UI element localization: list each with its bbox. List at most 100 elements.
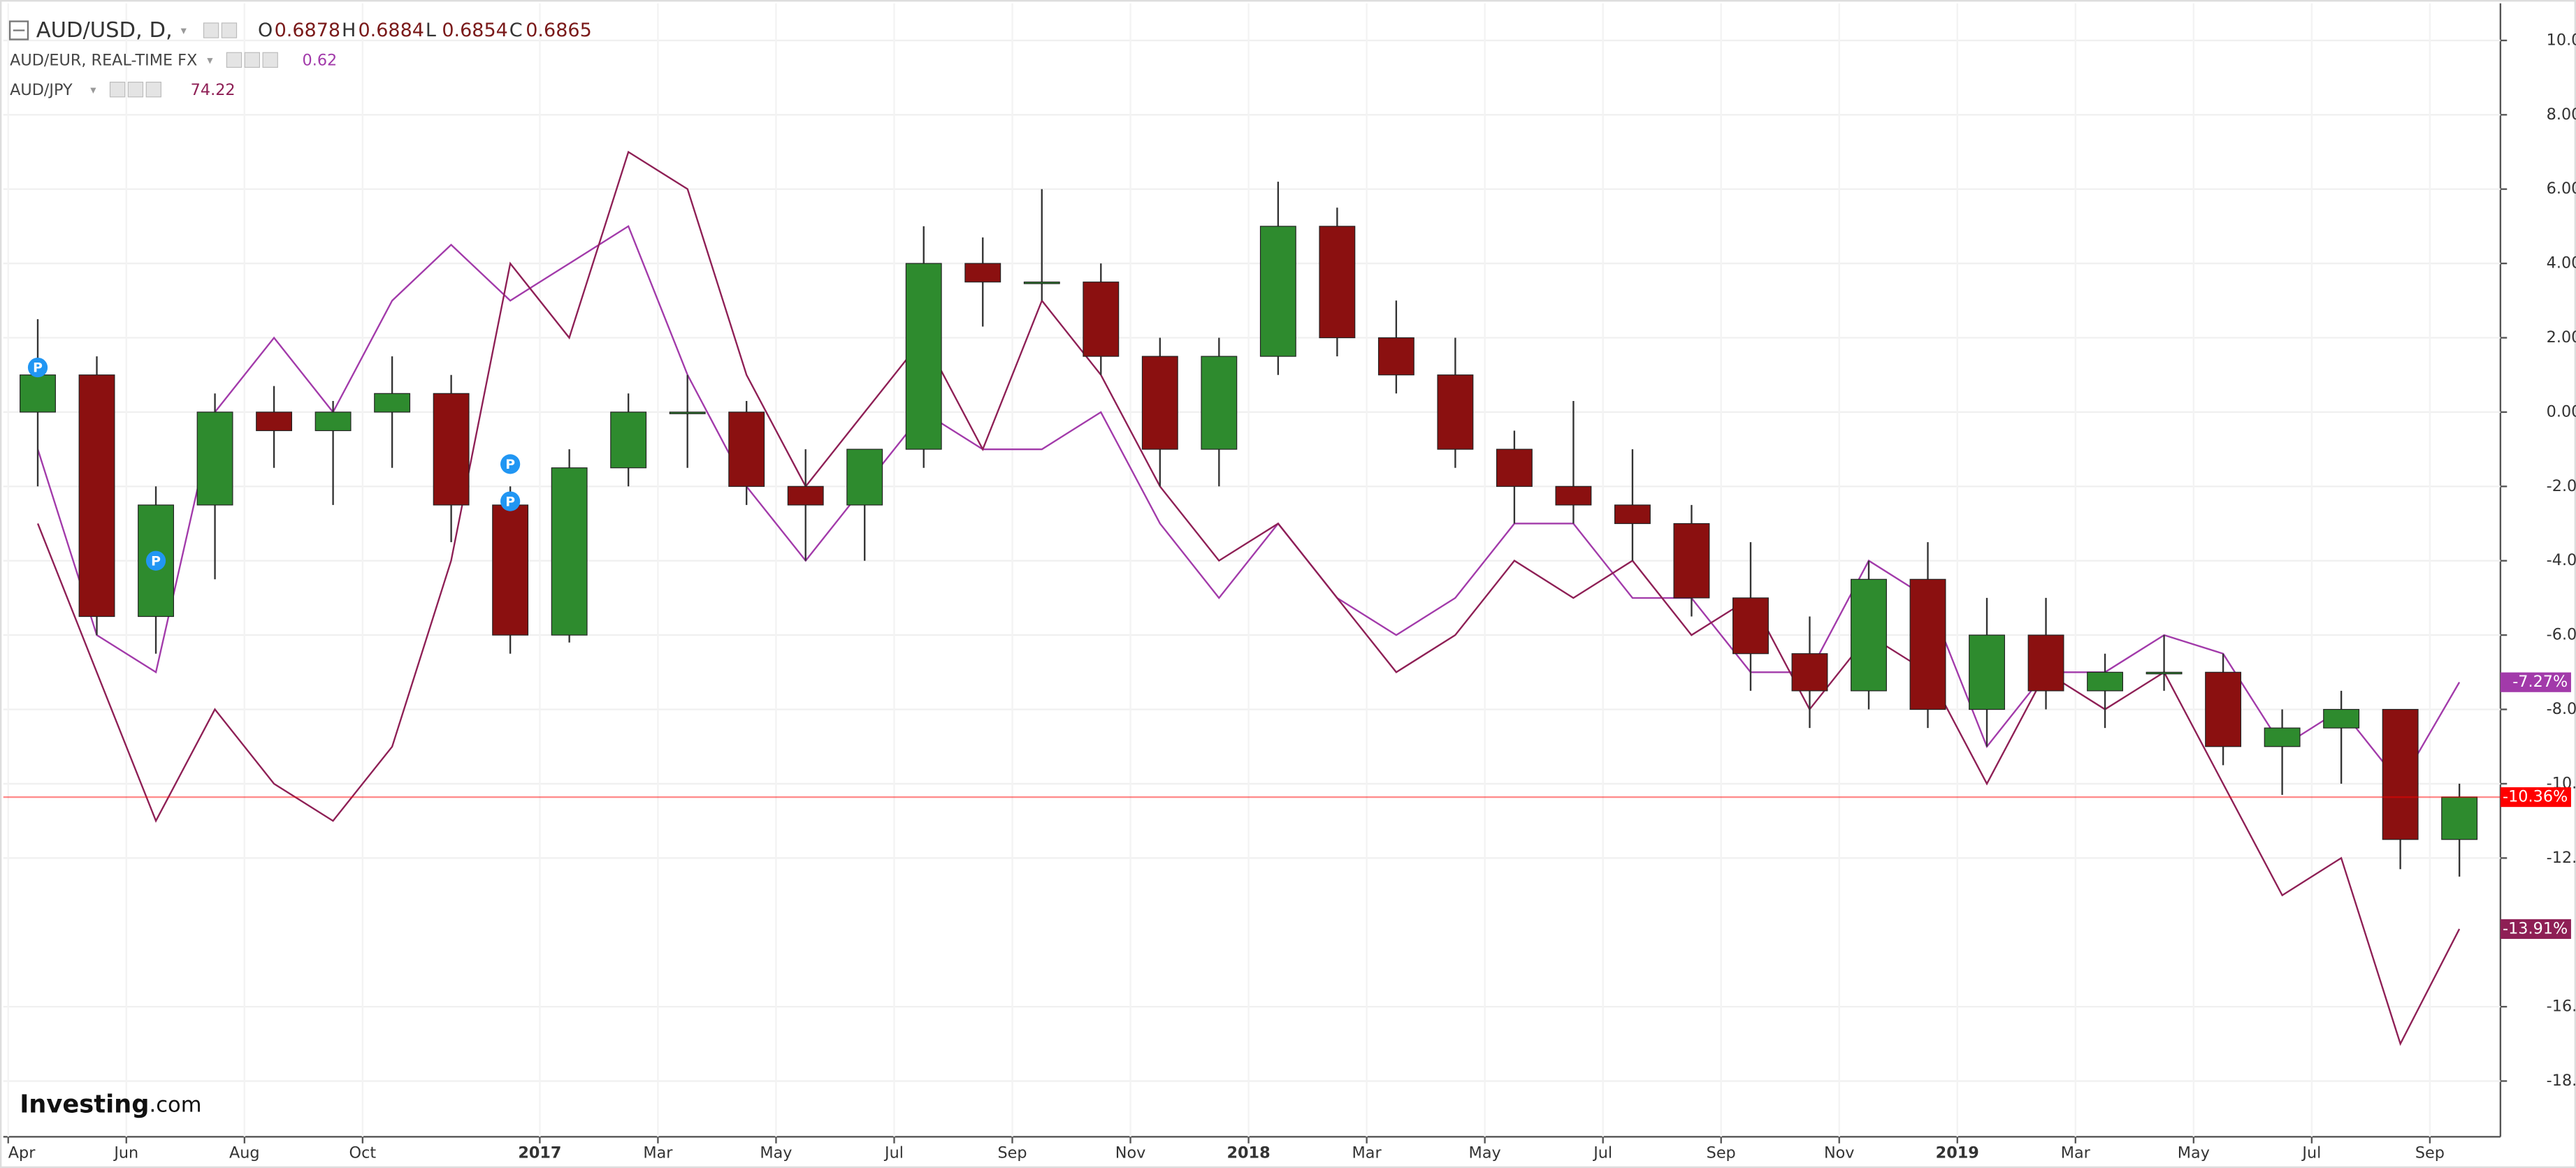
x-tick-label: Sep: [2415, 1144, 2445, 1162]
x-tick-label: Nov: [1824, 1144, 1855, 1162]
last-price-badge-bg: [2500, 787, 2571, 808]
event-marker[interactable]: [145, 550, 166, 571]
quote-value: 0.6884: [358, 20, 424, 41]
x-tick-label: Jun: [113, 1144, 138, 1162]
legend-series-name: AUD/JPY: [10, 81, 73, 99]
candle-body: [2382, 708, 2419, 840]
candle-body: [846, 448, 883, 506]
candle-body: [1673, 523, 1710, 599]
candle-body: [1969, 634, 2005, 710]
legend-main-name: AUD/USD, D,: [36, 18, 173, 43]
x-tick-label: Sep: [1707, 1144, 1736, 1162]
candle-body: [964, 263, 1001, 283]
candle-body: [610, 411, 647, 469]
y-tick-label: -8.00%: [2547, 700, 2576, 718]
candle-body: [1437, 374, 1474, 450]
candle-body: [669, 411, 706, 414]
y-tick-label: -6.00%: [2547, 626, 2576, 644]
candle-body: [2323, 708, 2360, 729]
candle-body: [1083, 282, 1120, 357]
candle-body: [1259, 226, 1296, 357]
candle-body: [2146, 671, 2183, 675]
quote-value: 0.6854: [442, 20, 508, 41]
quote-label: C: [509, 20, 523, 41]
legend-dropdown: ▾: [90, 83, 96, 96]
y-tick-label: 0.00%: [2547, 402, 2576, 421]
legend-series-name: AUD/EUR, REAL-TIME FX: [10, 52, 197, 70]
candle-body: [78, 374, 115, 618]
candle-body: [1377, 337, 1414, 376]
last-value-badge: -13.91%: [2503, 919, 2568, 937]
quote-value: 0.6878: [275, 20, 341, 41]
legend-button[interactable]: [262, 52, 278, 68]
last-value-badge: -7.27%: [2512, 673, 2568, 691]
y-tick-label: 6.00%: [2547, 180, 2576, 198]
event-marker[interactable]: [27, 357, 48, 378]
candle-body: [1909, 578, 1946, 710]
candle-body: [1555, 486, 1592, 506]
legend-dropdown: ▾: [207, 54, 213, 67]
event-marker[interactable]: [500, 491, 521, 511]
candle-body: [1201, 356, 1238, 450]
x-tick-label: Jul: [2301, 1144, 2321, 1162]
legend-button[interactable]: [109, 81, 126, 98]
candle-body: [2205, 671, 2242, 747]
x-tick-label: Sep: [997, 1144, 1027, 1162]
logo-brand: Investing.com: [20, 1090, 201, 1119]
legend-button[interactable]: [226, 52, 243, 68]
candle-body: [314, 411, 352, 432]
x-tick-label: Mar: [643, 1144, 673, 1162]
x-tick-label: Jul: [1592, 1144, 1612, 1162]
legend-button[interactable]: [127, 81, 144, 98]
legend-button[interactable]: [221, 22, 238, 38]
candle-body: [492, 504, 529, 636]
candle-body: [1319, 226, 1356, 339]
x-tick-label: Apr: [8, 1144, 36, 1162]
legend: AUD/USD, D, ▾ O 0.6878 H 0.6884 L 0.6854 C 0.6865…: [8, 18, 592, 99]
x-tick-label: May: [2178, 1144, 2210, 1162]
legend-button[interactable]: [244, 52, 261, 68]
plot: P P P P: [3, 150, 2501, 1046]
candle-body: [1614, 504, 1651, 525]
y-tick-label: 8.00%: [2547, 105, 2576, 124]
candle-body: [905, 263, 942, 450]
candle-body: [2087, 671, 2124, 692]
y-tick-label: -2.00%: [2547, 477, 2576, 495]
x-tick-label: Oct: [349, 1144, 377, 1162]
last-value-badge-bg: [2500, 672, 2571, 692]
candle-body: [1023, 282, 1060, 284]
candle-body: [2264, 727, 2301, 747]
axes: 10.00% 8.00% 6.00% 4.00% 2.00% 0.00% -2.00% -4.…: [7, 31, 2576, 1162]
candle-body: [20, 374, 56, 413]
event-marker[interactable]: [500, 454, 521, 474]
x-tick-label: 2019: [1936, 1144, 1979, 1162]
x-tick-label: Mar: [1352, 1144, 1382, 1162]
y-tick-label: 4.00%: [2547, 254, 2576, 272]
candle-body: [256, 411, 293, 432]
x-tick-label: 2017: [518, 1144, 561, 1162]
quote-label: O: [258, 20, 273, 41]
x-tick-label: May: [760, 1144, 792, 1162]
candle-body: [1732, 597, 1769, 655]
event-marker-label: P: [151, 554, 161, 569]
last-price-badge: -10.36%: [2503, 788, 2568, 806]
quote-value: 0.6865: [526, 20, 592, 41]
event-marker-label: P: [33, 361, 43, 376]
y-tick-label: 2.00%: [2547, 328, 2576, 346]
last-value-badge-bg: [2500, 919, 2571, 940]
legend-button[interactable]: [145, 81, 161, 98]
candle-body: [1851, 578, 1887, 692]
legend-series-value: 0.62: [303, 52, 338, 70]
candle-body: [374, 393, 411, 413]
logo-suffix: .com: [150, 1093, 202, 1117]
collapse-button[interactable]: [8, 20, 29, 41]
candle-body: [196, 411, 233, 506]
quote-label: H: [342, 20, 356, 41]
x-tick-label: Mar: [2061, 1144, 2091, 1162]
logo: Investing.com: [20, 1090, 201, 1119]
x-tick-label: May: [1469, 1144, 1501, 1162]
legend-button[interactable]: [203, 22, 219, 38]
